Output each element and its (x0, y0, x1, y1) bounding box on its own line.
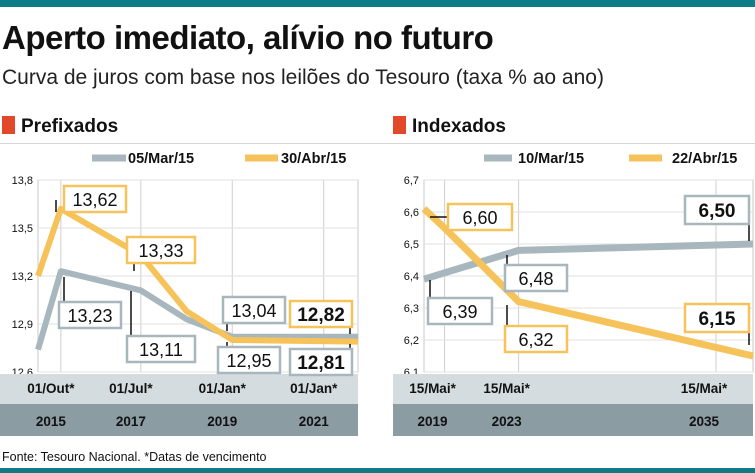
x-date-band (0, 374, 358, 404)
x-tick-year-label: 2021 (299, 414, 330, 429)
x-date-band (393, 374, 753, 404)
data-label-box (503, 324, 569, 354)
chart-subtitle: Curva de juros com base nos leilões do T… (2, 66, 604, 89)
data-label-box (288, 299, 354, 329)
data-label: 12,81 (297, 353, 345, 374)
section-title-prefixados-text: Prefixados (21, 116, 119, 137)
x-tick-year-label: 2017 (116, 414, 146, 429)
data-label-box (683, 302, 751, 334)
data-label-box (288, 347, 354, 377)
data-label-box (221, 295, 287, 325)
data-label: 13,04 (231, 301, 276, 321)
data-label: 12,82 (297, 305, 345, 326)
x-year-band (0, 404, 358, 436)
data-label: 13,23 (67, 306, 112, 326)
y-tick-label: 12,9 (12, 319, 33, 331)
section-divider (0, 143, 755, 144)
y-tick-label: 13,5 (12, 223, 33, 235)
data-label-box (125, 235, 197, 265)
data-label-box (125, 334, 197, 364)
data-label: 13,11 (139, 340, 183, 360)
section-title-indexados: Indexados (393, 116, 506, 138)
square-marker-icon (2, 116, 15, 134)
source-note: Fonte: Tesouro Nacional. *Datas de venci… (2, 450, 267, 464)
data-label-box (503, 263, 569, 293)
x-year-band (393, 404, 753, 436)
data-label: 13,62 (72, 190, 117, 210)
y-tick-label: 6,6 (404, 207, 419, 219)
data-label-box (426, 296, 494, 326)
y-tick-label: 6,3 (404, 303, 419, 315)
legend-label: 05/Mar/15 (128, 151, 194, 167)
series-line-old (35, 268, 358, 351)
legend-label: 30/Abr/15 (281, 151, 346, 167)
data-label-box (57, 300, 123, 330)
data-label: 6,50 (699, 201, 736, 222)
x-tick-date-label: 01/Jul* (109, 381, 153, 396)
y-tick-label: 13,2 (12, 271, 33, 283)
bottom-accent-bar (0, 468, 755, 473)
legend-label: 22/Abr/15 (672, 151, 737, 167)
y-tick-label: 13,8 (12, 175, 33, 187)
x-tick-year-label: 2015 (36, 414, 67, 429)
x-tick-date-label: 15/Mai* (681, 381, 728, 396)
data-label: 6,39 (442, 302, 477, 322)
data-label-box (62, 184, 128, 214)
data-label: 6,32 (518, 330, 553, 350)
data-label: 6,60 (462, 208, 497, 228)
data-label: 12,95 (226, 351, 271, 371)
x-tick-date-label: 01/Jan* (290, 381, 338, 396)
y-tick-label: 6,5 (404, 239, 419, 251)
data-label-box (683, 194, 751, 226)
chart-title: Aperto imediato, alívio no futuro (2, 19, 494, 56)
section-title-prefixados: Prefixados (2, 116, 118, 138)
data-label: 6,15 (699, 309, 736, 330)
square-marker-icon (393, 116, 406, 134)
x-tick-date-label: 15/Mai* (483, 381, 530, 396)
data-label: 6,48 (518, 269, 553, 289)
x-tick-year-label: 2019 (418, 414, 448, 429)
y-tick-label: 6,2 (404, 335, 419, 347)
x-tick-year-label: 2019 (207, 414, 237, 429)
data-label: 13,33 (138, 241, 183, 261)
y-tick-label: 6,4 (404, 271, 419, 283)
section-title-indexados-text: Indexados (412, 116, 506, 137)
x-tick-year-label: 2035 (689, 414, 720, 429)
x-tick-date-label: 15/Mai* (409, 381, 456, 396)
top-accent-bar (0, 0, 755, 7)
x-tick-date-label: 01/Jan* (199, 381, 247, 396)
y-tick-label: 6,7 (404, 175, 419, 187)
series-line-new (421, 206, 754, 360)
x-tick-date-label: 01/Out* (27, 381, 75, 396)
data-label-box (216, 345, 282, 375)
series-line-new (35, 205, 359, 345)
data-label-box (446, 202, 514, 232)
x-tick-year-label: 2023 (492, 414, 523, 429)
legend-label: 10/Mar/15 (518, 151, 584, 167)
